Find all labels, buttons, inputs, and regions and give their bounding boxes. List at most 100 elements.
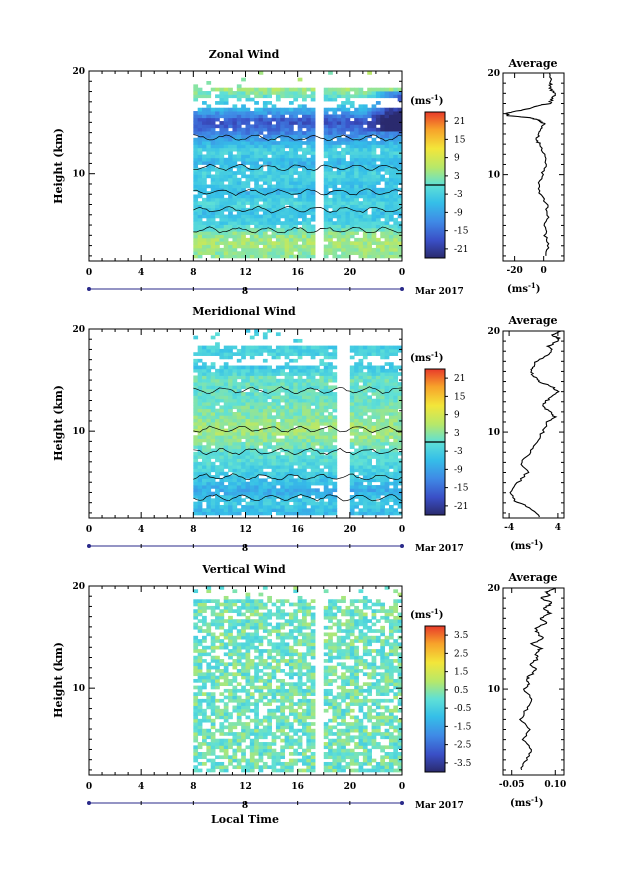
heat-cell <box>293 211 299 215</box>
heat-cell <box>354 395 359 400</box>
heat-cell <box>193 438 199 443</box>
heat-cell <box>232 501 238 506</box>
heat-cell <box>384 378 390 383</box>
heat-cell <box>358 131 364 135</box>
heat-cell <box>349 121 355 125</box>
heat-cell <box>362 137 368 142</box>
heat-cell <box>197 154 203 159</box>
heat-cell <box>271 234 277 239</box>
heat-cell <box>228 662 233 667</box>
heat-cell <box>341 247 346 252</box>
heat-cell <box>202 197 207 202</box>
heat-cell <box>197 214 203 219</box>
heat-cell <box>367 94 372 99</box>
heat-cell <box>332 147 338 152</box>
heat-cell <box>271 385 277 390</box>
heat-cell <box>206 465 212 469</box>
heat-cell <box>319 468 325 473</box>
x-tick-label: 12 <box>239 268 252 278</box>
heat-cell <box>219 732 225 736</box>
heat-cell <box>280 345 286 350</box>
heat-cell <box>275 372 281 376</box>
heat-cell <box>323 154 329 159</box>
heat-cell <box>367 435 372 439</box>
heat-cell <box>288 471 294 476</box>
heat-cell <box>323 478 329 483</box>
heat-cell <box>328 131 333 135</box>
heat-cell <box>297 161 303 165</box>
heat-cell <box>336 254 342 259</box>
heat-cell <box>280 234 286 239</box>
heat-cell <box>197 231 203 235</box>
heat-cell <box>223 732 229 736</box>
heat-cell <box>375 445 381 449</box>
heat-cell <box>219 365 225 370</box>
heat-cell <box>232 504 238 509</box>
heat-cell <box>310 111 316 115</box>
heat-cell <box>319 421 325 426</box>
heat-cell <box>375 181 381 185</box>
heat-cell <box>267 121 272 125</box>
heat-cell <box>223 382 229 386</box>
heat-cell <box>245 705 251 710</box>
heat-cell <box>241 665 246 670</box>
heat-cell <box>302 207 307 212</box>
heat-cell <box>202 659 207 663</box>
heat-cell <box>384 171 390 175</box>
heat-cell <box>328 157 333 162</box>
heat-cell <box>332 134 338 139</box>
heat-cell <box>332 214 338 219</box>
heat-cell <box>306 247 312 252</box>
heat-cell <box>241 461 246 466</box>
heat-cell <box>362 217 368 222</box>
heat-cell <box>328 478 333 483</box>
heat-cell <box>354 111 359 115</box>
heat-cell <box>197 141 203 145</box>
heat-cell <box>245 221 251 225</box>
heat-cell <box>284 231 290 235</box>
heat-cell <box>349 375 355 380</box>
heat-cell <box>223 251 229 255</box>
heat-cell <box>323 131 329 135</box>
heat-cell <box>367 71 372 75</box>
heat-cell <box>284 372 290 376</box>
heat-cell <box>332 508 338 513</box>
heat-cell <box>323 231 329 235</box>
heat-cell <box>393 164 399 169</box>
heat-cell <box>397 157 403 162</box>
heat-cell <box>215 342 220 346</box>
heat-cell <box>206 104 212 109</box>
average-unit: (ms-1) <box>510 538 543 552</box>
heat-cell <box>236 121 242 125</box>
heat-cell <box>262 481 268 486</box>
heat-cell <box>232 375 238 380</box>
heat-cell <box>267 221 272 225</box>
heat-cell <box>393 111 399 115</box>
heat-cell <box>358 385 364 390</box>
heat-cell <box>310 164 316 169</box>
heat-cell <box>241 154 246 159</box>
heat-cell <box>223 247 229 252</box>
heat-cell <box>219 662 225 667</box>
heat-cell <box>284 435 290 439</box>
heat-cell <box>302 87 307 92</box>
heat-cell <box>302 197 307 202</box>
heat-cell <box>384 221 390 225</box>
heat-cell <box>236 171 242 175</box>
heat-cell <box>323 201 329 205</box>
heat-cell <box>306 124 312 129</box>
heat-cell <box>232 201 238 205</box>
heat-cell <box>284 151 290 155</box>
heat-cell <box>228 465 233 469</box>
heat-cell <box>236 137 242 142</box>
heat-cell <box>193 221 199 225</box>
heat-cell <box>297 107 303 112</box>
heat-cell <box>210 742 216 746</box>
heat-cell <box>297 147 303 152</box>
heat-cell <box>349 157 355 162</box>
heat-cell <box>332 247 338 252</box>
heat-cell <box>197 237 203 242</box>
heat-cell <box>271 468 277 473</box>
heat-cell <box>397 468 403 473</box>
heat-cell <box>371 124 377 129</box>
